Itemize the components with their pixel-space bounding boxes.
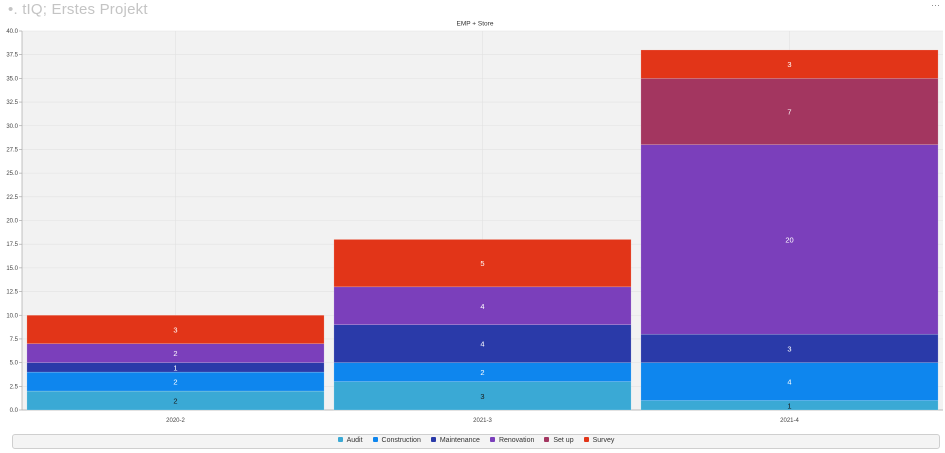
chart-title: EMP + Store [457,21,494,28]
bar-value-label: 3 [480,392,484,401]
y-tick-label: 10.0 [6,313,18,319]
bar-value-label: 2 [173,378,177,387]
legend-swatch [430,436,436,442]
y-tick-label: 5.0 [10,361,19,367]
y-tick-label: 30.0 [6,124,18,130]
bar-value-label: 4 [480,302,484,311]
x-tick-label: 2021-4 [780,418,799,424]
x-tick-label: 2021-3 [473,418,492,424]
legend-item[interactable]: Survey [583,436,615,444]
y-tick-label: 17.5 [6,242,18,248]
bar-value-label: 1 [787,401,791,410]
bar-value-label: 7 [787,108,791,117]
y-tick-label: 2.5 [10,384,19,390]
bar-segment-maintenance[interactable] [333,324,632,363]
title-prefix: •. [8,1,23,18]
bar-value-label: 20 [785,235,793,244]
bar-value-label: 3 [787,344,791,353]
y-tick-label: 15.0 [6,266,18,272]
y-tick-label: 25.0 [6,171,18,177]
legend-items: Audit Construction Maintenance Renovation Se… [13,436,939,444]
legend-item[interactable]: Renovation [489,436,535,444]
legend-item[interactable]: Set up [544,436,574,444]
y-tick-label: 32.5 [6,100,18,106]
y-tick-label: 22.5 [6,195,18,201]
legend-swatch [544,436,550,442]
bar-segment-survey[interactable] [26,315,325,344]
y-tick-label: 12.5 [6,290,18,296]
x-tick-label: 2020-2 [166,418,185,424]
bar-segment-renovation[interactable] [333,286,632,325]
x-axis: 2020-2 2021-3 2021-4 [166,418,799,424]
legend-swatch [372,436,378,442]
bar-segment-survey[interactable] [333,239,632,288]
bar-segment-maintenance[interactable] [640,333,939,363]
legend-label: Set up [553,437,574,444]
bar-segment-audit[interactable] [333,381,632,411]
legend-label: Renovation [498,437,535,444]
legend-label: Survey [592,437,615,444]
legend-swatch [583,436,589,442]
legend-swatch [337,436,343,442]
bar-value-label: 2 [173,349,177,358]
bar-segment-construction[interactable] [640,362,939,401]
y-tick-label: 27.5 [6,147,18,153]
window-title: •. tIQ; Erstes Projekt [8,1,148,18]
bar-value-label: 2 [480,368,484,377]
more-options-icon[interactable]: ⋯ [931,0,940,10]
bar-segment-survey[interactable] [640,49,939,79]
legend-label: Audit [346,437,363,444]
bar-value-label: 4 [480,340,484,349]
bar-value-label: 4 [787,378,791,387]
y-tick-label: 20.0 [6,219,18,225]
bar-segment-set-up[interactable] [640,78,939,145]
bar-value-label: 3 [173,325,177,334]
legend-label: Construction [381,437,421,444]
bar-value-label: 3 [787,60,791,69]
legend-item[interactable]: Audit [337,436,363,444]
y-tick-label: 37.5 [6,53,18,59]
legend-swatch [489,436,495,442]
y-tick-label: 7.5 [10,337,19,343]
bars: 2 2 1 2 3 3 2 4 4 5 1 4 3 20 7 3 [26,49,939,411]
bar-value-label: 5 [480,259,484,268]
y-tick-label: 35.0 [6,76,18,82]
app-title-text: tIQ; Erstes Projekt [22,1,148,18]
y-tick-label: 0.0 [10,408,19,414]
legend-item[interactable]: Maintenance [430,436,480,444]
stacked-bar-chart: EMP + Store 0.0 2.5 5.0 7.5 10.0 12.5 15.0 17.5… [6,21,943,424]
chart-legend: Audit Construction Maintenance Renovation Se… [12,434,940,449]
y-tick-label: 40.0 [6,29,18,35]
bar-value-label: 1 [173,363,177,372]
bar-value-label: 2 [173,397,177,406]
bar-segment-renovation[interactable] [640,144,939,335]
legend-item[interactable]: Construction [372,436,421,444]
legend-label: Maintenance [439,437,480,444]
